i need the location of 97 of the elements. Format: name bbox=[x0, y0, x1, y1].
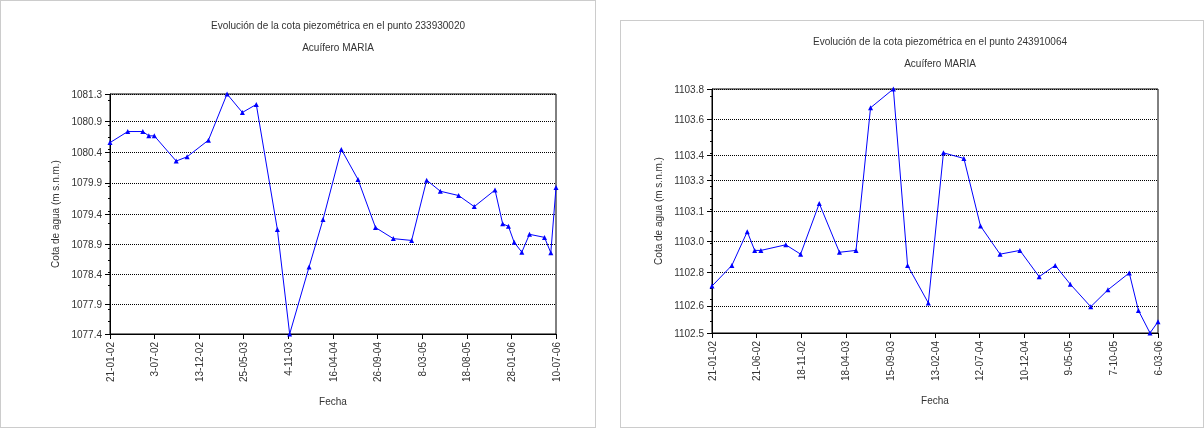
y-tick-label: 1080.9 bbox=[71, 115, 103, 127]
point bbox=[253, 101, 259, 107]
y-tick-label: 1078.4 bbox=[71, 268, 103, 280]
x-tick-label: 21-01-02 bbox=[104, 341, 116, 383]
point bbox=[1052, 262, 1058, 268]
point bbox=[868, 105, 874, 111]
y-axis-title: Cota de agua (m s.n.m.) bbox=[652, 157, 664, 265]
x-tick-label: 25-05-03 bbox=[238, 341, 250, 383]
point bbox=[239, 109, 245, 115]
point bbox=[424, 177, 430, 183]
point bbox=[274, 226, 280, 232]
point bbox=[355, 177, 361, 183]
x-tick-label: 26-09-04 bbox=[372, 341, 384, 383]
point bbox=[107, 140, 113, 146]
y-tick-label: 1103.1 bbox=[674, 205, 705, 217]
point bbox=[836, 249, 842, 255]
x-tick-label: 18-08-05 bbox=[461, 341, 473, 383]
x-axis-title: Fecha bbox=[319, 395, 348, 407]
y-tick-label: 1081.3 bbox=[71, 88, 103, 100]
point bbox=[1067, 281, 1073, 287]
point bbox=[553, 185, 559, 191]
x-tick-label: 7-10-05 bbox=[1108, 340, 1120, 376]
y-tick-label: 1103.8 bbox=[674, 83, 705, 95]
point bbox=[140, 129, 146, 135]
x-tick-label: 6-03-06 bbox=[1152, 340, 1164, 376]
point bbox=[542, 234, 548, 240]
y-tick-label: 1079.9 bbox=[71, 177, 103, 189]
line-series bbox=[709, 86, 1161, 336]
x-tick-label: 21-06-02 bbox=[751, 340, 763, 382]
point bbox=[798, 251, 804, 257]
y-tick-label: 1077.4 bbox=[71, 328, 103, 340]
point bbox=[224, 91, 230, 97]
point bbox=[205, 137, 211, 143]
point bbox=[905, 262, 911, 268]
point bbox=[511, 239, 517, 245]
x-tick-label: 10-12-04 bbox=[1018, 340, 1030, 382]
point bbox=[173, 158, 179, 164]
point bbox=[961, 155, 967, 161]
x-tick-label: 10-07-06 bbox=[550, 341, 562, 383]
x-tick-label: 28-01-06 bbox=[505, 341, 517, 383]
point bbox=[977, 223, 983, 229]
y-tick-label: 1077.9 bbox=[71, 298, 103, 310]
point bbox=[816, 200, 822, 206]
point bbox=[505, 223, 511, 229]
x-tick-label: 15-09-03 bbox=[884, 340, 896, 382]
x-tick-label: 9-05-05 bbox=[1063, 340, 1075, 376]
x-tick-label: 3-07-02 bbox=[149, 341, 161, 377]
point bbox=[752, 247, 758, 253]
point bbox=[1135, 307, 1141, 313]
y-tick-label: 1102.6 bbox=[674, 300, 705, 312]
point bbox=[758, 247, 764, 253]
point bbox=[853, 247, 859, 253]
y-tick-label: 1103.6 bbox=[674, 114, 705, 125]
y-tick-label: 1080.4 bbox=[71, 146, 103, 158]
point bbox=[997, 251, 1003, 257]
y-tick-label: 1079.4 bbox=[71, 208, 103, 220]
point bbox=[1017, 247, 1023, 253]
point bbox=[519, 249, 525, 255]
chart-subtitle: Acuífero MARIA bbox=[302, 41, 375, 53]
x-tick-label: 13-12-02 bbox=[193, 341, 205, 383]
chart-title: Evolución de la cota piezométrica en el punto 233930020 bbox=[210, 19, 466, 31]
point bbox=[409, 237, 415, 243]
point bbox=[287, 331, 293, 337]
x-tick-label: 18-04-03 bbox=[840, 340, 852, 382]
point bbox=[1147, 330, 1153, 336]
point bbox=[940, 150, 946, 156]
x-tick-label: 21-01-02 bbox=[706, 340, 718, 382]
point bbox=[492, 187, 498, 193]
x-tick-label: 4-11-03 bbox=[282, 341, 294, 376]
x-tick-label: 8-03-05 bbox=[416, 341, 428, 377]
y-axis-title: Cota de agua (m s.n.m.) bbox=[50, 160, 62, 268]
y-tick-label: 1102.8 bbox=[674, 266, 705, 278]
point bbox=[729, 262, 735, 268]
point bbox=[125, 129, 131, 135]
y-tick-label: 1078.9 bbox=[71, 238, 103, 250]
y-tick-label: 1103.3 bbox=[674, 175, 705, 186]
y-tick-label: 1102.5 bbox=[674, 327, 705, 339]
point bbox=[437, 188, 443, 194]
point bbox=[526, 231, 532, 237]
point bbox=[338, 146, 344, 152]
point bbox=[709, 283, 715, 289]
x-tick-label: 16-04-04 bbox=[327, 341, 339, 383]
point bbox=[456, 193, 462, 199]
point bbox=[184, 154, 190, 160]
x-tick-label: 13-02-04 bbox=[929, 340, 941, 382]
chart-subtitle: Acuífero MARIA bbox=[904, 57, 977, 69]
point bbox=[373, 225, 379, 231]
point bbox=[320, 217, 326, 223]
x-tick-label: 12-07-04 bbox=[974, 340, 986, 382]
chart-title: Evolución de la cota piezométrica en el punto 243910064 bbox=[812, 35, 1068, 47]
x-tick-label: 18-11-02 bbox=[795, 340, 807, 381]
x-axis-title: Fecha bbox=[921, 394, 950, 406]
line-series bbox=[107, 91, 559, 337]
point bbox=[1155, 319, 1161, 325]
point bbox=[890, 86, 896, 92]
y-tick-label: 1103.0 bbox=[674, 236, 705, 247]
y-tick-label: 1103.4 bbox=[674, 150, 705, 162]
